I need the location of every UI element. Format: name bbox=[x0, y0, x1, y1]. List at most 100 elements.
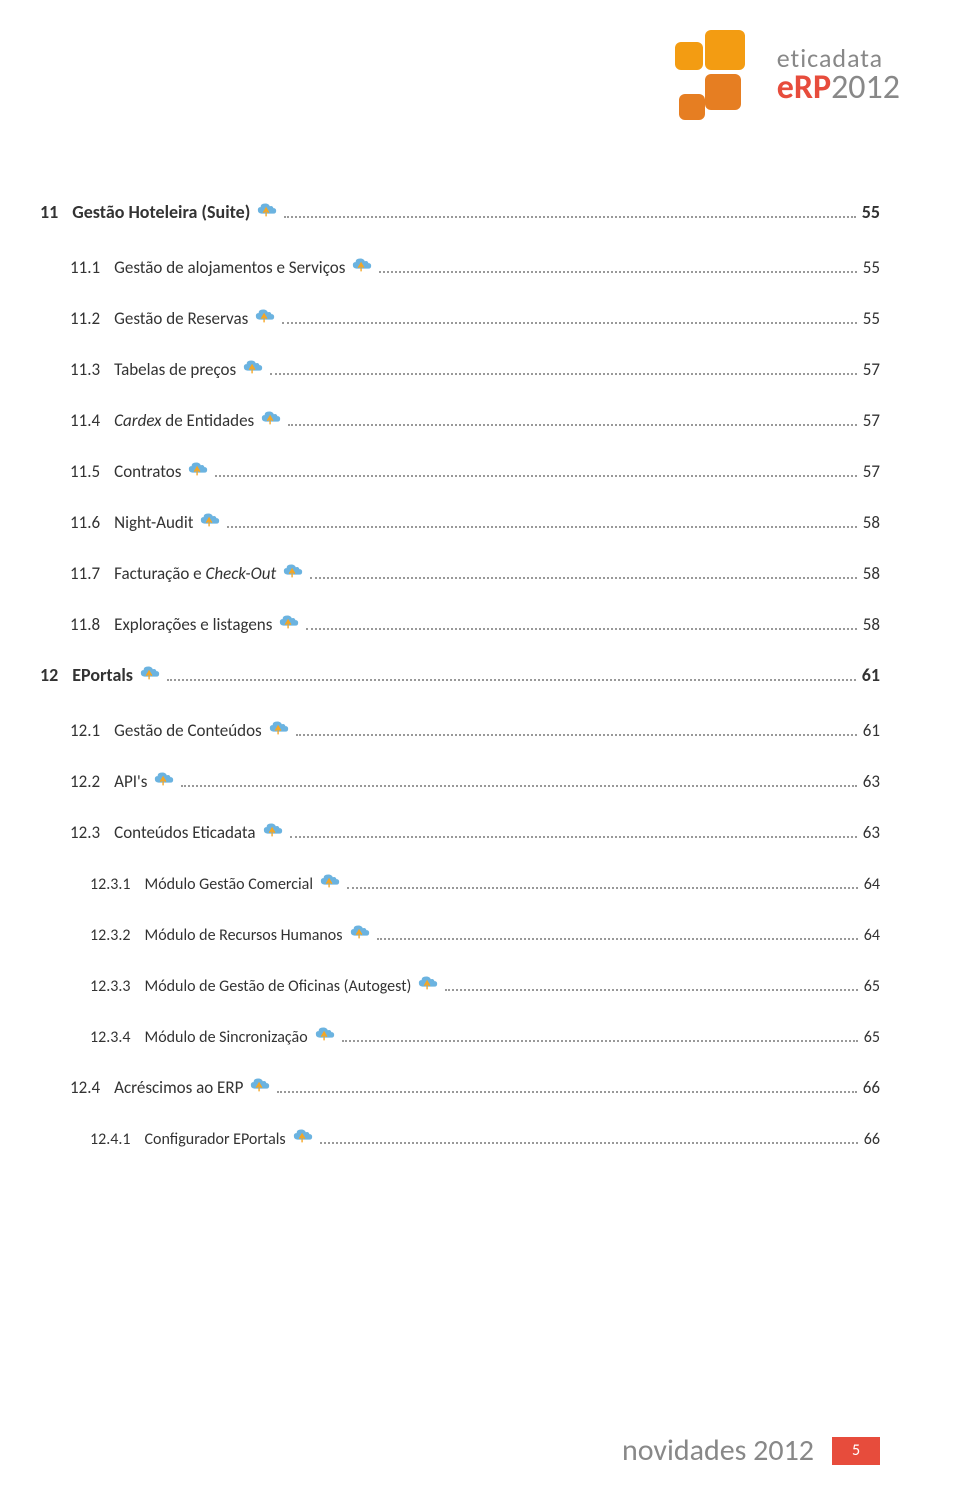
toc-leader-dots bbox=[290, 836, 857, 838]
toc-number: 11.3 bbox=[70, 359, 100, 380]
toc-page: 58 bbox=[863, 512, 880, 533]
toc-page: 64 bbox=[864, 875, 880, 894]
cloud-upload-icon bbox=[268, 718, 290, 736]
cloud-upload-icon bbox=[314, 1024, 336, 1042]
product-name: eRP2012 bbox=[777, 71, 900, 105]
toc-label: API's bbox=[114, 771, 147, 792]
cloud-upload-icon bbox=[349, 922, 371, 940]
toc-number: 12.3.1 bbox=[90, 875, 131, 894]
toc-label: Night-Audit bbox=[114, 512, 193, 533]
cloud-upload-icon bbox=[282, 561, 304, 579]
cloud-upload-icon bbox=[351, 255, 373, 273]
toc-label: EPortals bbox=[72, 664, 133, 686]
logo-icon bbox=[675, 30, 765, 120]
toc-leader-dots bbox=[215, 475, 856, 477]
cloud-upload-icon bbox=[249, 1075, 271, 1093]
toc-page: 55 bbox=[863, 308, 880, 329]
toc-label: Acréscimos ao ERP bbox=[114, 1077, 243, 1098]
toc-label: Facturação e Check-Out bbox=[114, 563, 276, 584]
toc-leader-dots bbox=[296, 734, 857, 736]
toc-label: Conteúdos Eticadata bbox=[114, 822, 255, 843]
toc-page: 66 bbox=[864, 1130, 880, 1149]
logo-text: eticadata eRP2012 bbox=[777, 45, 900, 105]
toc-leader-dots bbox=[320, 1142, 858, 1144]
footer-page-number: 5 bbox=[832, 1437, 880, 1465]
toc-label: Configurador EPortals bbox=[145, 1130, 286, 1149]
toc-label: Módulo de Gestão de Oficinas (Autogest) bbox=[145, 977, 412, 996]
toc-label: Tabelas de preços bbox=[114, 359, 236, 380]
toc-number: 12.3.2 bbox=[90, 926, 131, 945]
toc-entry: 11Gestão Hoteleira (Suite) 55 bbox=[40, 200, 880, 223]
toc-page: 55 bbox=[863, 257, 880, 278]
toc-entry: 12.3.1Módulo Gestão Comercial 64 bbox=[40, 871, 880, 894]
toc-label: Cardex de Entidades bbox=[114, 410, 254, 431]
cloud-upload-icon bbox=[292, 1126, 314, 1144]
toc-page: 58 bbox=[863, 614, 880, 635]
toc-number: 12.4.1 bbox=[90, 1130, 131, 1149]
toc-leader-dots bbox=[284, 216, 855, 218]
toc-leader-dots bbox=[347, 887, 858, 889]
toc-page: 63 bbox=[863, 771, 880, 792]
toc-number: 11.4 bbox=[70, 410, 100, 431]
toc-number: 11.5 bbox=[70, 461, 100, 482]
toc-leader-dots bbox=[167, 679, 856, 681]
toc-leader-dots bbox=[445, 989, 857, 991]
toc-page: 66 bbox=[863, 1077, 880, 1098]
toc-page: 63 bbox=[863, 822, 880, 843]
page-footer: novidades 2012 5 bbox=[622, 1432, 880, 1469]
toc-number: 11 bbox=[40, 201, 58, 223]
cloud-upload-icon bbox=[139, 663, 161, 681]
toc-page: 61 bbox=[863, 720, 880, 741]
toc-entry: 11.1 Gestão de alojamentos e Serviços 55 bbox=[40, 255, 880, 278]
toc-number: 12.3 bbox=[70, 822, 100, 843]
toc-leader-dots bbox=[227, 526, 856, 528]
toc-number: 12.1 bbox=[70, 720, 100, 741]
cloud-upload-icon bbox=[254, 306, 276, 324]
toc-leader-dots bbox=[270, 373, 857, 375]
toc-label: Módulo de Sincronização bbox=[145, 1028, 308, 1047]
toc-leader-dots bbox=[288, 424, 857, 426]
cloud-upload-icon bbox=[262, 820, 284, 838]
toc-entry: 12.3.4Módulo de Sincronização 65 bbox=[40, 1024, 880, 1047]
footer-title: novidades 2012 bbox=[622, 1432, 814, 1469]
toc-page: 57 bbox=[863, 461, 880, 482]
cloud-upload-icon bbox=[417, 973, 439, 991]
toc-leader-dots bbox=[282, 322, 857, 324]
toc-entry: 11.4Cardex de Entidades 57 bbox=[40, 408, 880, 431]
toc-label: Gestão de alojamentos e Serviços bbox=[114, 257, 345, 278]
toc-label: Gestão de Reservas bbox=[114, 308, 248, 329]
toc-label: Módulo de Recursos Humanos bbox=[145, 926, 343, 945]
toc-leader-dots bbox=[310, 577, 857, 579]
table-of-contents: 11 Gestão Hoteleira (Suite) 55 11.1 Gestão … bbox=[40, 200, 880, 1149]
toc-label: Gestão Hoteleira (Suite) bbox=[72, 201, 250, 223]
toc-entry: 12.1 Gestão de Conteúdos 61 bbox=[40, 718, 880, 741]
toc-entry: 12.2API's 63 bbox=[40, 769, 880, 792]
toc-entry: 11.3Tabelas de preços 57 bbox=[40, 357, 880, 380]
toc-number: 12.3.3 bbox=[90, 977, 131, 996]
toc-entry: 11.6 Night-Audit 58 bbox=[40, 510, 880, 533]
toc-page: 65 bbox=[864, 1028, 880, 1047]
toc-leader-dots bbox=[379, 271, 856, 273]
toc-leader-dots bbox=[342, 1040, 858, 1042]
toc-number: 12 bbox=[40, 664, 58, 686]
toc-number: 11.1 bbox=[70, 257, 100, 278]
cloud-upload-icon bbox=[319, 871, 341, 889]
toc-entry: 11.5 Contratos 57 bbox=[40, 459, 880, 482]
toc-entry: 12.4Acréscimos ao ERP 66 bbox=[40, 1075, 880, 1098]
cloud-upload-icon bbox=[153, 769, 175, 787]
toc-entry: 11.2 Gestão de Reservas 55 bbox=[40, 306, 880, 329]
toc-number: 11.2 bbox=[70, 308, 100, 329]
toc-label: Gestão de Conteúdos bbox=[114, 720, 262, 741]
cloud-upload-icon bbox=[278, 612, 300, 630]
toc-leader-dots bbox=[377, 938, 858, 940]
toc-number: 11.7 bbox=[70, 563, 100, 584]
toc-leader-dots bbox=[306, 628, 856, 630]
cloud-upload-icon bbox=[242, 357, 264, 375]
toc-leader-dots bbox=[277, 1091, 856, 1093]
cloud-upload-icon bbox=[260, 408, 282, 426]
toc-entry: 11.8Explorações e listagens 58 bbox=[40, 612, 880, 635]
toc-label: Contratos bbox=[114, 461, 181, 482]
toc-number: 11.8 bbox=[70, 614, 100, 635]
toc-number: 11.6 bbox=[70, 512, 100, 533]
toc-entry: 12.3 Conteúdos Eticadata 63 bbox=[40, 820, 880, 843]
